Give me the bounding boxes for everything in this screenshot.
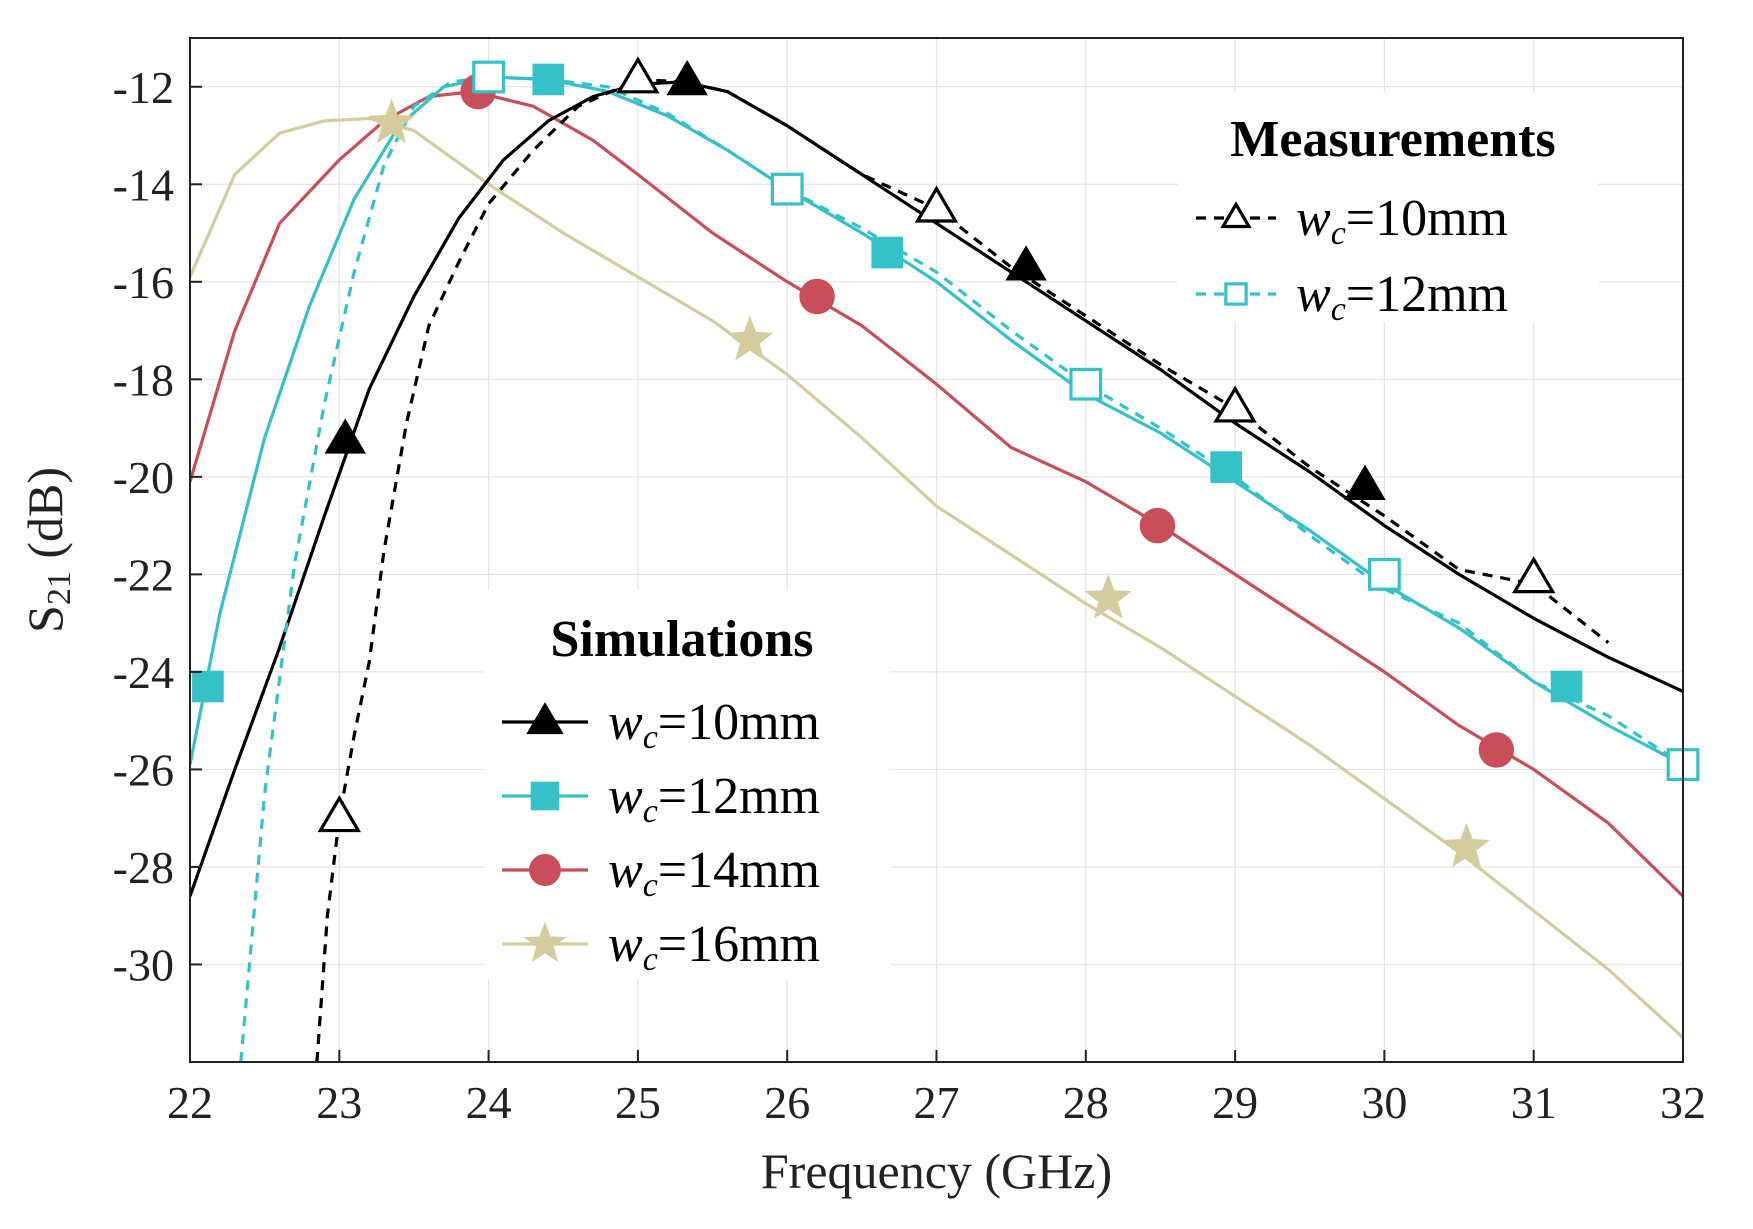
marker-meas_12: [1367, 557, 1401, 591]
marker-sim_10: [1344, 464, 1386, 500]
y-tick-label: -16: [113, 257, 174, 308]
y-tick-label: -14: [113, 159, 174, 210]
marker-sim_14: [1478, 732, 1515, 768]
series-line-sim_16: [190, 116, 1683, 1039]
legend-marker-sim_16: [523, 921, 567, 963]
x-axis-title: Frequency (GHz): [761, 1143, 1112, 1199]
x-tick-label: 27: [914, 1077, 960, 1128]
x-axis-ticks: 22 23 24 25 26 27 28 29 30 31 32: [167, 1050, 1706, 1128]
y-axis-title-unit: (dB): [17, 467, 73, 571]
y-tick-label: -30: [113, 939, 174, 990]
x-tick-label: 24: [466, 1077, 512, 1128]
legend-subscript: c: [1331, 291, 1346, 328]
legend-label-meas_12: wc=12mm: [1296, 266, 1508, 328]
legend-suffix: =10mm: [1346, 190, 1508, 247]
legend-symbol: w: [1296, 266, 1331, 323]
y-tick-label: -26: [113, 744, 174, 795]
x-tick-label: 22: [167, 1077, 213, 1128]
legend-background: [1178, 92, 1598, 322]
legend-label-sim_10: wc=10mm: [608, 694, 820, 756]
marker-sim_16: [368, 98, 415, 144]
y-axis-title-main: S: [17, 605, 73, 633]
marker-meas_10: [317, 795, 362, 833]
legend-symbol: w: [1296, 190, 1331, 247]
x-tick-label: 28: [1063, 1077, 1109, 1128]
marker-sim_16: [1084, 574, 1132, 619]
x-tick-label: 29: [1212, 1077, 1258, 1128]
legend-label-meas_10: wc=10mm: [1296, 190, 1508, 252]
legend-subscript: c: [643, 793, 658, 830]
legend-suffix: =10mm: [658, 694, 820, 751]
marker-sim_10: [324, 418, 366, 454]
y-tick-label: -20: [113, 452, 174, 503]
legend-marker-sim_12: [530, 781, 560, 811]
marker-meas_10: [1213, 385, 1257, 423]
marker-sim_12: [1210, 451, 1242, 483]
legend-subscript: c: [643, 867, 658, 904]
y-axis-ticks: -30 -28 -26 -24 -22 -20 -18 -16 -14 -12: [113, 62, 202, 990]
legend-title: Measurements: [1230, 111, 1555, 168]
legend-subscript: c: [643, 719, 658, 756]
x-tick-label: 32: [1660, 1077, 1706, 1128]
legend-label-sim_14: wc=14mm: [608, 842, 820, 904]
x-tick-label: 26: [764, 1077, 810, 1128]
marker-meas_10: [914, 185, 959, 223]
marker-meas_10: [1511, 556, 1556, 594]
marker-sim_14: [799, 278, 835, 315]
x-tick-label: 31: [1511, 1077, 1557, 1128]
y-axis-title: S21 (dB): [17, 467, 78, 633]
legend-label-sim_12: wc=12mm: [608, 768, 820, 830]
marker-meas_12: [472, 60, 506, 94]
legend-subscript: c: [643, 941, 658, 978]
y-axis-title-subscript: 21: [41, 571, 78, 605]
marker-sim_12: [871, 236, 904, 269]
y-tick-label: -18: [113, 354, 174, 405]
legend-symbol: w: [608, 694, 643, 751]
legend-suffix: =12mm: [658, 768, 820, 825]
legend-marker-sim_10: [526, 702, 564, 735]
legend-symbol: w: [608, 916, 643, 973]
marker-meas_12: [770, 172, 804, 206]
marker-sim_12: [532, 63, 565, 96]
legend-suffix: =12mm: [1346, 266, 1508, 323]
x-tick-label: 25: [615, 1077, 661, 1128]
legend-suffix: =16mm: [658, 916, 820, 973]
x-tick-label: 30: [1361, 1077, 1407, 1128]
y-tick-label: -22: [113, 549, 174, 600]
marker-meas_10: [616, 56, 660, 94]
marker-sim_14: [1139, 507, 1176, 544]
marker-meas_12: [1069, 367, 1103, 401]
x-tick-label: 23: [316, 1077, 362, 1128]
legend-marker-sim_14: [529, 854, 561, 886]
legend-label-sim_16: wc=16mm: [608, 916, 820, 978]
marker-sim_10: [666, 59, 708, 96]
legend-subscript: c: [1331, 215, 1346, 252]
marker-sim_12: [1550, 670, 1583, 703]
legends: Measurementswc=10mmwc=12mmSimulationswc=…: [485, 92, 1598, 980]
legend-marker-meas_10: [1220, 201, 1252, 229]
marker-sim_12: [192, 670, 224, 703]
series-line-sim_10: [190, 80, 1683, 897]
legend-suffix: =14mm: [658, 842, 820, 899]
y-tick-label: -28: [113, 842, 174, 893]
legend-symbol: w: [608, 768, 643, 825]
marker-sim_16: [1442, 822, 1491, 868]
y-tick-label: -12: [113, 62, 174, 113]
legend-title: Simulations: [551, 611, 814, 668]
legend-symbol: w: [608, 842, 643, 899]
marker-sim_10: [1005, 245, 1047, 281]
marker-sim_16: [726, 315, 774, 361]
legend-marker-meas_12: [1224, 282, 1248, 306]
y-tick-label: -24: [113, 647, 174, 698]
